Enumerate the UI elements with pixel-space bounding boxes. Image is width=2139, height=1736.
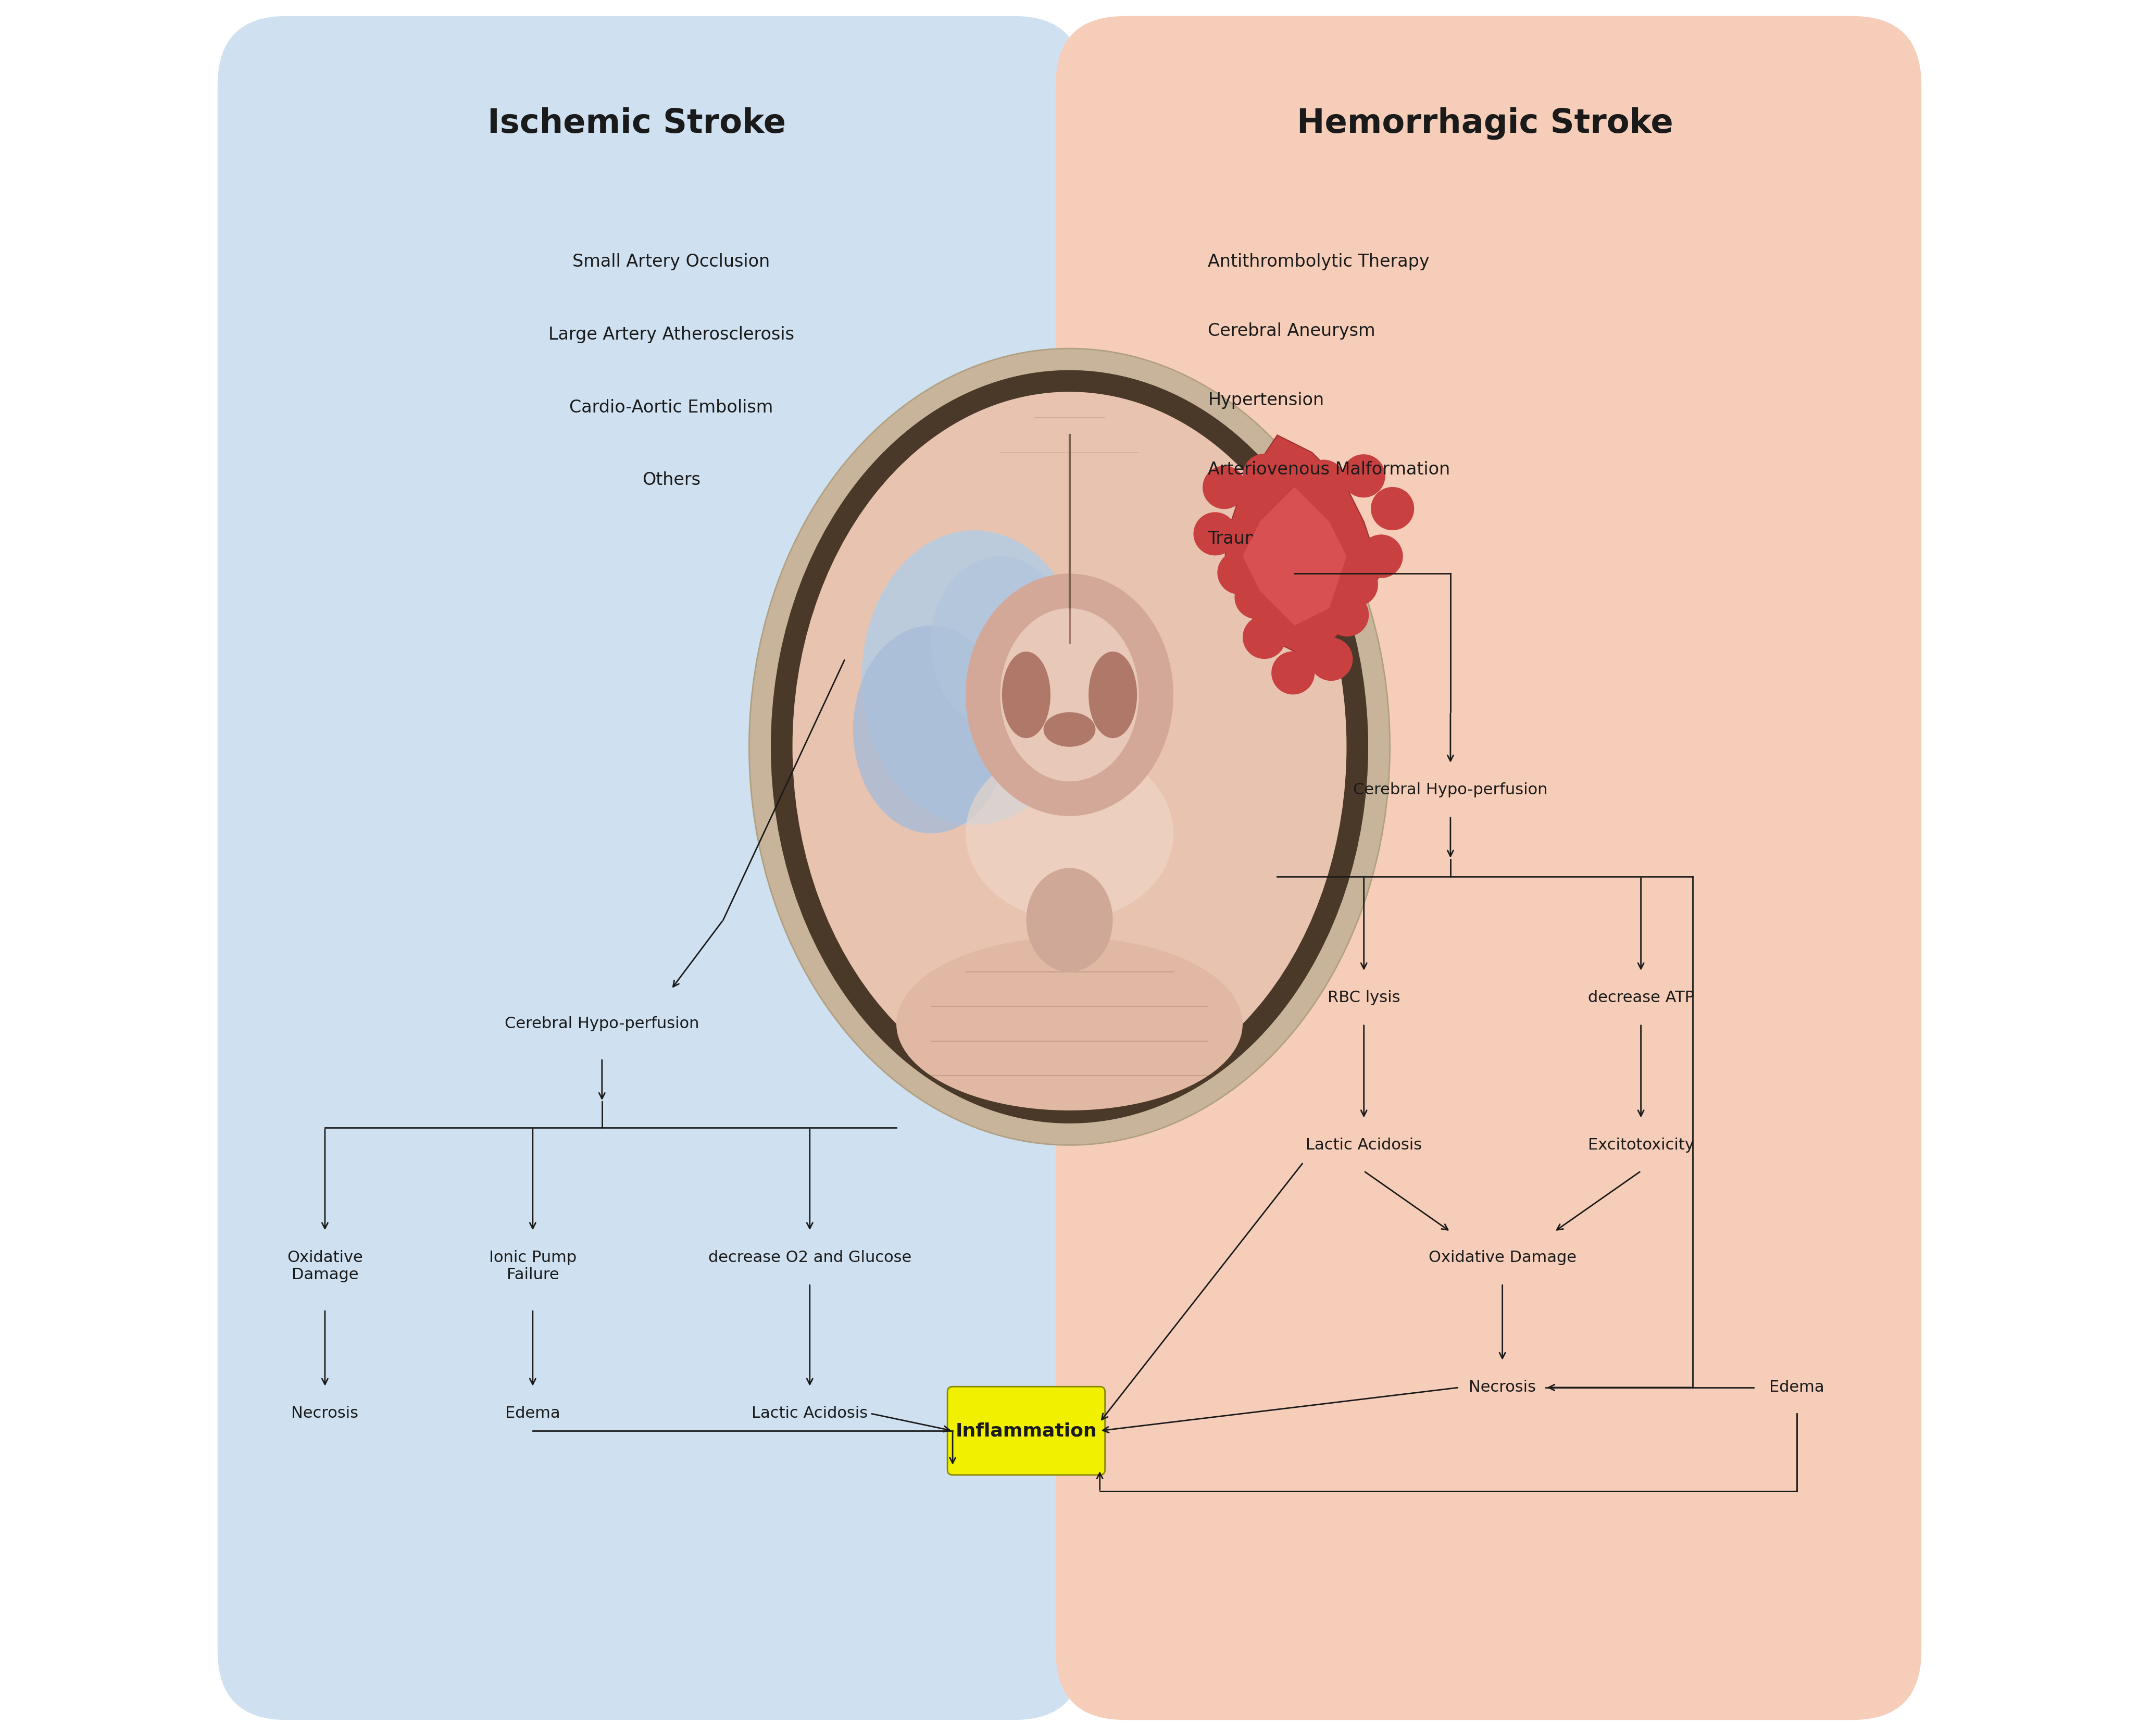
Ellipse shape xyxy=(1217,550,1260,594)
Text: Inflammation: Inflammation xyxy=(956,1422,1097,1439)
Ellipse shape xyxy=(1309,637,1352,681)
Ellipse shape xyxy=(1326,594,1369,637)
Text: Ionic Pump
Failure: Ionic Pump Failure xyxy=(490,1250,578,1283)
Ellipse shape xyxy=(1243,453,1286,496)
Ellipse shape xyxy=(1371,488,1414,529)
Text: Arteriovenous Malformation: Arteriovenous Malformation xyxy=(1209,462,1450,479)
Ellipse shape xyxy=(1234,576,1277,620)
Ellipse shape xyxy=(1027,868,1112,972)
Text: Cerebral Aneurysm: Cerebral Aneurysm xyxy=(1209,323,1375,340)
Ellipse shape xyxy=(1243,616,1286,660)
Text: Necrosis: Necrosis xyxy=(291,1406,359,1422)
Ellipse shape xyxy=(965,746,1174,920)
Text: Excitotoxicity: Excitotoxicity xyxy=(1587,1137,1694,1153)
Text: Lactic Acidosis: Lactic Acidosis xyxy=(751,1406,868,1422)
Ellipse shape xyxy=(1303,460,1345,503)
Ellipse shape xyxy=(1360,535,1403,578)
Ellipse shape xyxy=(1089,651,1138,738)
Ellipse shape xyxy=(1271,651,1315,694)
Ellipse shape xyxy=(1335,562,1378,606)
FancyBboxPatch shape xyxy=(218,16,1082,1720)
Text: Antithrombolytic Therapy: Antithrombolytic Therapy xyxy=(1209,253,1429,271)
Text: RBC lysis: RBC lysis xyxy=(1328,990,1401,1005)
Text: Edema: Edema xyxy=(505,1406,560,1422)
Polygon shape xyxy=(1226,436,1382,660)
Text: Small Artery Occlusion: Small Artery Occlusion xyxy=(573,253,770,271)
Text: Others: Others xyxy=(642,472,699,490)
Text: Trauma: Trauma xyxy=(1209,531,1273,547)
Ellipse shape xyxy=(1275,465,1320,509)
Text: Cerebral Hypo-perfusion: Cerebral Hypo-perfusion xyxy=(1354,783,1549,797)
Text: Lactic Acidosis: Lactic Acidosis xyxy=(1305,1137,1422,1153)
Ellipse shape xyxy=(1194,512,1236,556)
Ellipse shape xyxy=(862,529,1087,825)
Ellipse shape xyxy=(749,349,1390,1146)
Text: Cardio-Aortic Embolism: Cardio-Aortic Embolism xyxy=(569,399,772,417)
Polygon shape xyxy=(1243,488,1348,625)
Text: Hemorrhagic Stroke: Hemorrhagic Stroke xyxy=(1296,108,1673,139)
Ellipse shape xyxy=(1001,608,1138,781)
FancyBboxPatch shape xyxy=(1057,16,1921,1720)
FancyBboxPatch shape xyxy=(948,1387,1106,1476)
Ellipse shape xyxy=(853,625,1010,833)
Text: Large Artery Atherosclerosis: Large Artery Atherosclerosis xyxy=(548,326,794,344)
Text: Necrosis: Necrosis xyxy=(1469,1380,1536,1396)
Ellipse shape xyxy=(1341,455,1386,498)
Ellipse shape xyxy=(965,573,1174,816)
Ellipse shape xyxy=(791,392,1348,1102)
Text: Oxidative
Damage: Oxidative Damage xyxy=(287,1250,364,1283)
Text: Edema: Edema xyxy=(1769,1380,1825,1396)
Ellipse shape xyxy=(1202,465,1245,509)
Text: decrease ATP: decrease ATP xyxy=(1587,990,1694,1005)
Ellipse shape xyxy=(1001,651,1050,738)
Text: Oxidative Damage: Oxidative Damage xyxy=(1429,1250,1576,1266)
Ellipse shape xyxy=(770,370,1369,1123)
Ellipse shape xyxy=(896,937,1243,1111)
Ellipse shape xyxy=(930,556,1070,729)
Text: Hypertension: Hypertension xyxy=(1209,392,1324,410)
Ellipse shape xyxy=(1360,535,1403,578)
Text: Ischemic Stroke: Ischemic Stroke xyxy=(488,108,785,139)
Ellipse shape xyxy=(1044,712,1095,746)
Text: Cerebral Hypo-perfusion: Cerebral Hypo-perfusion xyxy=(505,1016,699,1031)
Text: decrease O2 and Glucose: decrease O2 and Glucose xyxy=(708,1250,911,1266)
